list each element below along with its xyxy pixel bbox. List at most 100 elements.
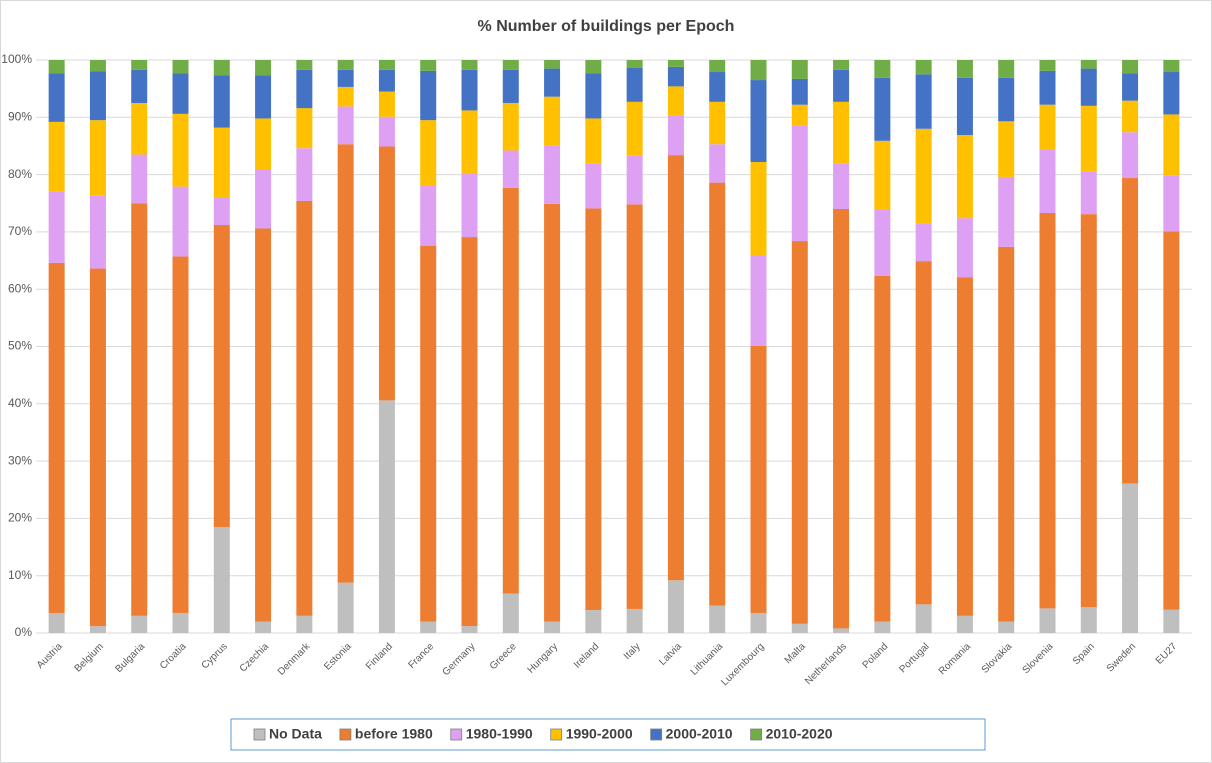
bar-segment	[89, 626, 106, 633]
bar-segment	[461, 60, 478, 70]
bar-segment	[461, 626, 478, 633]
bar-segment	[709, 60, 726, 73]
bar-segment	[1080, 171, 1097, 215]
bar-segment	[915, 604, 932, 633]
bar-segment	[1080, 68, 1097, 106]
bar-segment	[213, 60, 230, 76]
bar-segment	[709, 101, 726, 145]
bar-segment	[48, 262, 65, 613]
bar-segment	[791, 78, 808, 105]
bar-segment	[89, 71, 106, 121]
bar-segment	[626, 155, 643, 205]
bar-segment	[750, 161, 767, 256]
bar-segment	[956, 77, 973, 136]
bar-segment	[420, 245, 437, 622]
bar-segment	[1039, 60, 1056, 71]
bar-segment	[585, 163, 602, 209]
legend-swatch	[650, 728, 663, 741]
bar-segment	[626, 608, 643, 633]
bar-segment	[502, 593, 519, 633]
bar-segment	[833, 163, 850, 209]
bar-segment	[255, 60, 272, 76]
y-tick-label: 10%	[8, 568, 32, 582]
bar-segment	[255, 75, 272, 119]
bar-segment	[502, 102, 519, 151]
bar-segment	[998, 77, 1015, 122]
bar-segment	[1039, 212, 1056, 609]
legend-label: No Data	[269, 726, 322, 742]
bar-segment	[709, 144, 726, 183]
bar-segment	[750, 345, 767, 613]
bar-segment	[626, 68, 643, 102]
bar-segment	[296, 148, 313, 201]
bar-segment	[213, 225, 230, 527]
bar-segment	[213, 75, 230, 128]
bar-segment	[626, 60, 643, 69]
legend-label: before 1980	[355, 726, 433, 742]
bar-segment	[585, 60, 602, 74]
y-tick-label: 80%	[8, 167, 32, 181]
bar-segment	[213, 127, 230, 198]
bar-segment	[915, 60, 932, 75]
bar-segment	[791, 104, 808, 126]
bar-segment	[791, 623, 808, 633]
bar-segment	[709, 182, 726, 606]
y-tick-label: 60%	[8, 281, 32, 295]
bar-segment	[337, 582, 354, 633]
bar-segment	[874, 209, 891, 277]
y-tick-label: 40%	[8, 396, 32, 410]
bar-segment	[750, 612, 767, 633]
bar-segment	[544, 68, 561, 97]
bar-segment	[874, 140, 891, 210]
bar-segment	[1080, 105, 1097, 172]
bar-segment	[296, 60, 313, 70]
bar-segment	[255, 118, 272, 171]
bar-segment	[172, 113, 189, 187]
bar-segment	[915, 74, 932, 129]
legend-swatch	[750, 728, 762, 741]
bar-segment	[131, 615, 148, 633]
bar-segment	[378, 69, 395, 92]
bar-segment	[48, 612, 65, 633]
bar-segment	[131, 102, 148, 155]
bar-segment	[89, 120, 106, 196]
legend-label: 1980-1990	[466, 726, 533, 742]
bar-segment	[1163, 609, 1180, 633]
bar-segment	[337, 106, 354, 145]
bar-segment	[1122, 100, 1139, 133]
bar-segment	[461, 110, 478, 174]
bar-segment	[48, 73, 65, 122]
bar-segment	[255, 170, 272, 229]
legend-label: 2010-2020	[766, 726, 833, 742]
bar-segment	[213, 197, 230, 226]
legend-box	[230, 718, 986, 751]
bar-segment	[1080, 60, 1097, 69]
legend-swatch	[339, 728, 352, 741]
bar-segment	[791, 241, 808, 624]
bar-segment	[337, 86, 354, 107]
legend-label: 1990-2000	[566, 726, 633, 742]
bar-segment	[89, 195, 106, 269]
bar-segment	[874, 621, 891, 633]
bar-segment	[998, 121, 1015, 177]
bar-segment	[956, 60, 973, 78]
bar-segment	[667, 60, 684, 67]
bar-segment	[1122, 483, 1139, 633]
legend-swatch	[450, 728, 463, 741]
bar-segment	[1163, 114, 1180, 176]
bar-segment	[172, 73, 189, 114]
bar-segment	[296, 200, 313, 616]
bar-segment	[833, 628, 850, 633]
bar-segment	[172, 60, 189, 74]
bar-segment	[791, 125, 808, 242]
bar-segment	[89, 268, 106, 627]
y-tick-label: 100%	[1, 52, 32, 66]
bar-segment	[585, 610, 602, 633]
bar-segment	[48, 191, 65, 263]
bar-segment	[502, 69, 519, 103]
bar-segment	[1080, 214, 1097, 608]
bar-segment	[956, 135, 973, 219]
bar-segment	[915, 261, 932, 605]
bar-segment	[255, 621, 272, 633]
